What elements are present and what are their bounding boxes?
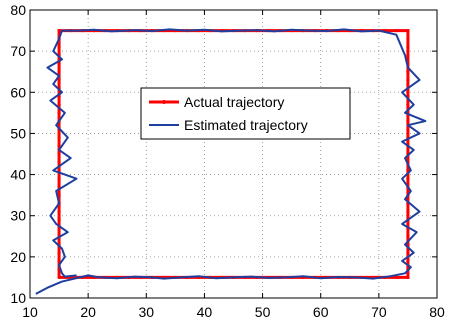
- actual-trajectory-point: [406, 78, 410, 82]
- actual-trajectory-point: [57, 78, 61, 82]
- actual-trajectory-point: [57, 218, 61, 222]
- actual-trajectory-point: [406, 251, 410, 255]
- actual-trajectory-point: [57, 111, 61, 115]
- actual-trajectory-point: [57, 177, 61, 181]
- actual-trajectory-point: [394, 275, 398, 280]
- y-tick-label: 60: [10, 84, 26, 100]
- legend: Actual trajectory Estimated trajectory: [140, 87, 351, 140]
- actual-trajectory-point: [57, 45, 61, 49]
- x-tick-label: 70: [371, 304, 387, 320]
- x-tick-label: 40: [197, 304, 213, 320]
- actual-trajectory-point: [57, 28, 61, 33]
- actual-trajectory-point: [57, 61, 61, 66]
- actual-trajectory-point: [406, 28, 410, 33]
- y-tick-label: 80: [10, 2, 26, 18]
- x-tick-label: 80: [429, 304, 445, 320]
- estimated-trajectory-line: [35, 28, 427, 295]
- actual-trajectory-point: [406, 275, 410, 280]
- actual-trajectory-point: [57, 135, 61, 140]
- x-tick-label: 20: [80, 304, 96, 320]
- y-tick-label: 70: [10, 43, 26, 59]
- actual-trajectory-point: [406, 127, 410, 131]
- actual-trajectory-point: [406, 259, 410, 263]
- actual-trajectory-point: [406, 103, 410, 107]
- y-tick-label: 50: [10, 125, 26, 141]
- x-tick-label: 60: [313, 304, 329, 320]
- grid: [30, 10, 437, 298]
- actual-trajectory-point: [406, 70, 410, 74]
- ticks: 10 20 30 40 50 60 70 80 10 20 30 40 50 60 70 80: [10, 2, 445, 320]
- actual-trajectory-point: [57, 275, 61, 280]
- legend-estimated-label: Estimated trajectory: [184, 117, 308, 133]
- y-tick-label: 20: [10, 249, 26, 265]
- actual-trajectory-point: [57, 152, 61, 156]
- legend-box: [140, 87, 351, 140]
- actual-trajectory-point: [406, 234, 410, 238]
- actual-trajectory-point: [406, 53, 410, 57]
- x-tick-label: 50: [255, 304, 271, 320]
- legend-actual-marker: [162, 100, 166, 104]
- actual-trajectory-point: [57, 103, 61, 107]
- x-tick-label: 30: [138, 304, 154, 320]
- actual-trajectory-point: [394, 28, 398, 33]
- actual-trajectory-point: [406, 119, 410, 123]
- legend-actual-label: Actual trajectory: [184, 94, 284, 110]
- actual-trajectory-point: [406, 210, 410, 214]
- x-tick-label: 10: [22, 304, 38, 320]
- actual-trajectory-point: [406, 177, 410, 181]
- actual-trajectory-point: [57, 70, 61, 74]
- series-layer: [35, 28, 427, 295]
- actual-trajectory-point: [57, 144, 61, 148]
- actual-trajectory-point: [406, 45, 410, 49]
- actual-trajectory-point: [57, 160, 61, 164]
- actual-trajectory-point: [406, 37, 410, 41]
- actual-trajectory-point: [57, 210, 61, 214]
- y-tick-label: 40: [10, 167, 26, 183]
- y-tick-label: 30: [10, 208, 26, 224]
- actual-trajectory-point: [57, 259, 61, 263]
- axes-box: [29, 9, 438, 299]
- y-tick-label: 10: [10, 290, 26, 306]
- actual-trajectory-point: [57, 251, 61, 255]
